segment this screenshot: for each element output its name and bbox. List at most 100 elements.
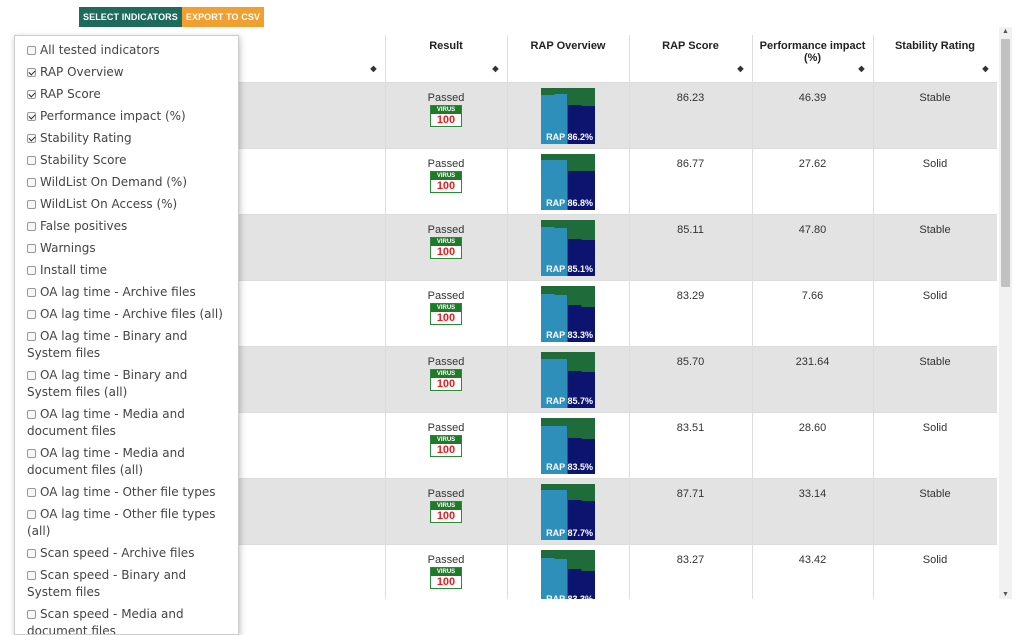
select-indicators-button[interactable]: SELECT INDICATORS: [79, 7, 182, 27]
indicator-checkbox[interactable]: [27, 288, 36, 297]
indicator-checkbox[interactable]: [27, 332, 36, 341]
indicator-option[interactable]: OA lag time - Archive files: [15, 284, 238, 301]
indicator-checkbox[interactable]: [27, 244, 36, 253]
stability-rating-value: Solid: [922, 157, 948, 170]
indicator-option[interactable]: OA lag time - Other file types: [15, 484, 238, 501]
indicator-option-label: Scan speed - Archive files: [40, 546, 195, 560]
indicator-checkbox[interactable]: [27, 112, 36, 121]
sort-icon[interactable]: ◆: [858, 63, 865, 73]
rap-bar: [541, 293, 555, 342]
badge-number: 100: [431, 245, 461, 258]
column-header-label: Stability Rating: [894, 40, 976, 52]
virus-100-badge: VIRUS 100: [430, 368, 462, 391]
sort-icon[interactable]: ◆: [982, 63, 989, 73]
export-csv-button[interactable]: EXPORT TO CSV: [181, 7, 265, 27]
indicator-checkbox[interactable]: [27, 410, 36, 419]
indicator-checkbox[interactable]: [27, 68, 36, 77]
column-header-stability-rating[interactable]: Stability Rating ◆: [873, 35, 997, 83]
virus-100-badge: VIRUS 100: [430, 104, 462, 127]
indicator-option-label: OA lag time - Media and document files: [27, 407, 185, 438]
indicator-option[interactable]: False positives: [15, 218, 238, 235]
rap-overview-label: RAP 86.2%: [546, 131, 593, 142]
indicator-option[interactable]: WildList On Demand (%): [15, 174, 238, 191]
indicator-option-label: OA lag time - Other file types (all): [27, 507, 216, 538]
indicator-option[interactable]: OA lag time - Media and document files: [15, 406, 238, 440]
column-header-rap-score[interactable]: RAP Score ◆: [629, 35, 753, 83]
virus-100-badge: VIRUS 100: [430, 170, 462, 193]
indicator-option[interactable]: OA lag time - Media and document files (…: [15, 445, 238, 479]
indicator-checkbox[interactable]: [27, 178, 36, 187]
indicator-checkbox[interactable]: [27, 200, 36, 209]
virus-100-badge: VIRUS 100: [430, 434, 462, 457]
performance-impact-value: 28.60: [798, 421, 827, 434]
indicator-option[interactable]: OA lag time - Binary and System files: [15, 328, 238, 362]
indicator-option-label: OA lag time - Binary and System files (a…: [27, 368, 188, 399]
indicator-checkbox[interactable]: [27, 488, 36, 497]
rap-score-cell: 83.27: [629, 544, 753, 599]
indicator-option[interactable]: RAP Score: [15, 86, 238, 103]
indicator-option[interactable]: WildList On Access (%): [15, 196, 238, 213]
indicator-option[interactable]: Stability Rating: [15, 130, 238, 147]
indicator-checkbox[interactable]: [27, 46, 36, 55]
indicator-option[interactable]: OA lag time - Archive files (all): [15, 306, 238, 323]
indicator-checkbox[interactable]: [27, 222, 36, 231]
sort-icon[interactable]: ◆: [370, 63, 377, 73]
scrollbar-thumb[interactable]: [1001, 39, 1010, 287]
rap-score-cell: 86.77: [629, 148, 753, 215]
scroll-down-icon[interactable]: ▼: [1002, 591, 1009, 598]
rap-bar: [568, 370, 582, 408]
indicator-option[interactable]: Scan speed - Archive files: [15, 545, 238, 562]
indicator-option[interactable]: OA lag time - Binary and System files (a…: [15, 367, 238, 401]
sort-icon[interactable]: ◆: [492, 63, 499, 73]
badge-label: VIRUS: [431, 105, 461, 114]
rap-bar: [581, 570, 595, 599]
badge-label: VIRUS: [431, 369, 461, 378]
scroll-up-icon[interactable]: ▲: [1002, 28, 1009, 35]
indicator-checkbox[interactable]: [27, 610, 36, 619]
stability-rating-cell: Solid: [873, 544, 997, 599]
indicator-checkbox[interactable]: [27, 449, 36, 458]
performance-impact-cell: 28.60: [752, 412, 874, 479]
column-header-performance-impact[interactable]: Performance impact (%) ◆: [752, 35, 874, 83]
column-header-label: RAP Score: [662, 40, 719, 52]
rap-score-value: 86.23: [676, 91, 705, 104]
indicator-checkbox[interactable]: [27, 571, 36, 580]
rap-bar: [568, 304, 582, 342]
rap-bar: [541, 358, 555, 408]
rap-overview-cell: RAP 83.3%: [507, 544, 630, 599]
indicator-option[interactable]: Install time: [15, 262, 238, 279]
virus-100-badge: VIRUS 100: [430, 566, 462, 589]
indicator-option-label: Stability Rating: [40, 131, 132, 145]
rap-bar: [581, 239, 595, 276]
vertical-scrollbar[interactable]: ▲ ▼: [999, 27, 1012, 599]
indicator-checkbox[interactable]: [27, 310, 36, 319]
indicator-option-label: Install time: [40, 263, 108, 277]
column-header-result[interactable]: Result ◆: [385, 35, 508, 83]
indicator-option[interactable]: Stability Score: [15, 152, 238, 169]
indicator-checkbox[interactable]: [27, 510, 36, 519]
stability-rating-value: Stable: [919, 91, 951, 104]
indicator-checkbox[interactable]: [27, 266, 36, 275]
indicator-checkbox[interactable]: [27, 134, 36, 143]
indicator-option[interactable]: OA lag time - Other file types (all): [15, 506, 238, 540]
indicator-option-label: Stability Score: [40, 153, 127, 167]
rap-overview-chart: [541, 549, 595, 599]
indicator-option[interactable]: Scan speed - Binary and System files: [15, 567, 238, 601]
indicator-checkbox[interactable]: [27, 549, 36, 558]
rap-score-cell: 87.71: [629, 478, 753, 545]
sort-icon[interactable]: ◆: [737, 63, 744, 73]
indicator-option[interactable]: RAP Overview: [15, 64, 238, 81]
indicator-option[interactable]: Warnings: [15, 240, 238, 257]
indicator-checkbox[interactable]: [27, 156, 36, 165]
indicator-option[interactable]: Scan speed - Media and document files: [15, 606, 238, 634]
stability-rating-value: Stable: [919, 355, 951, 368]
indicator-checkbox[interactable]: [27, 371, 36, 380]
stability-rating-value: Stable: [919, 223, 951, 236]
badge-number: 100: [431, 113, 461, 126]
rap-overview-label: RAP 85.1%: [546, 263, 593, 274]
indicator-option[interactable]: All tested indicators: [15, 42, 238, 59]
indicator-checkbox[interactable]: [27, 90, 36, 99]
stability-rating-value: Solid: [922, 553, 948, 566]
indicator-option[interactable]: Performance impact (%): [15, 108, 238, 125]
